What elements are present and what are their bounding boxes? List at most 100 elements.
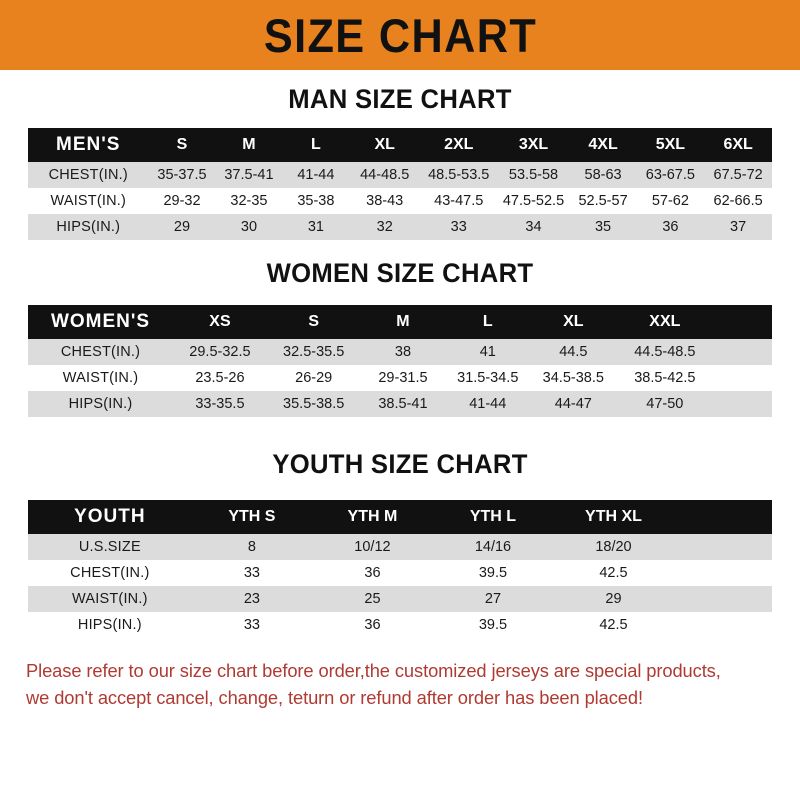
disclaimer-block: Please refer to our size chart before or… xyxy=(0,658,800,712)
youth-chest-m: 36 xyxy=(312,560,433,586)
men-col-header-xl: XL xyxy=(374,136,395,153)
women-chest-xs: 29.5-32.5 xyxy=(173,339,267,365)
youth-ussize-s: 8 xyxy=(191,534,313,560)
women-col-header-s: S xyxy=(308,313,320,330)
youth-chest-s: 33 xyxy=(191,560,313,586)
women-size-table: WOMEN'S XS S M L XL XXL CHEST(IN.) 29.5-… xyxy=(28,305,772,417)
table-row: HIPS(IN.) 29 30 31 32 33 34 35 36 37 xyxy=(28,214,772,240)
women-waist-empty xyxy=(713,365,772,391)
youth-row-label-ussize: U.S.SIZE xyxy=(28,534,192,560)
men-waist-xl: 38-43 xyxy=(349,188,421,214)
men-chest-6xl: 67.5-72 xyxy=(704,162,772,188)
women-hips-xs: 33-35.5 xyxy=(173,391,267,417)
youth-hips-m: 36 xyxy=(312,612,433,638)
women-table-header-row: WOMEN'S XS S M L XL XXL xyxy=(28,305,772,339)
page-banner: SIZE CHART xyxy=(0,0,800,70)
men-col-header-m: M xyxy=(242,136,256,153)
men-hips-4xl: 35 xyxy=(569,214,637,240)
women-row-label-chest: CHEST(IN.) xyxy=(28,339,174,365)
youth-row-label-hips: HIPS(IN.) xyxy=(28,612,192,638)
men-row-label-hips: HIPS(IN.) xyxy=(28,214,149,240)
women-section-title: WOMEN SIZE CHART xyxy=(266,258,534,288)
youth-hips-s: 33 xyxy=(191,612,313,638)
men-waist-6xl: 62-66.5 xyxy=(704,188,772,214)
men-col-header-4xl: 4XL xyxy=(588,136,618,153)
youth-header-label: YOUTH xyxy=(74,506,146,527)
men-header-label: MEN'S xyxy=(56,134,121,155)
men-chest-4xl: 58-63 xyxy=(569,162,637,188)
men-col-header-l: L xyxy=(311,136,321,153)
youth-col-header-l: YTH L xyxy=(469,508,517,525)
women-col-header-xs: XS xyxy=(209,313,231,330)
men-waist-3xl: 47.5-52.5 xyxy=(497,188,570,214)
women-col-header-xl: XL xyxy=(563,313,584,330)
men-hips-xl: 32 xyxy=(349,214,421,240)
women-hips-m: 38.5-41 xyxy=(360,391,446,417)
men-hips-l: 31 xyxy=(282,214,350,240)
youth-col-header-s: YTH S xyxy=(228,508,276,525)
women-hips-xxl: 47-50 xyxy=(616,391,714,417)
youth-hips-l: 39.5 xyxy=(432,612,554,638)
women-chest-empty xyxy=(713,339,772,365)
women-waist-l: 31.5-34.5 xyxy=(445,365,531,391)
youth-col-header-xl: YTH XL xyxy=(585,508,642,525)
men-table-header-row: MEN'S S M L XL 2XL 3XL 4XL 5XL 6XL xyxy=(28,128,772,162)
men-chest-l: 41-44 xyxy=(282,162,350,188)
women-col-header-l: L xyxy=(482,313,493,330)
men-hips-2xl: 33 xyxy=(420,214,498,240)
women-waist-xxl: 38.5-42.5 xyxy=(616,365,714,391)
youth-ussize-l: 14/16 xyxy=(432,534,554,560)
youth-waist-m: 25 xyxy=(312,586,433,612)
disclaimer-line-2: we don't accept cancel, change, teturn o… xyxy=(26,686,643,708)
women-col-header-m: M xyxy=(396,313,410,330)
youth-hips-empty xyxy=(673,612,772,638)
women-chest-s: 32.5-35.5 xyxy=(266,339,361,365)
men-col-header-s: S xyxy=(176,136,188,153)
women-chest-xxl: 44.5-48.5 xyxy=(616,339,714,365)
table-row: CHEST(IN.) 33 36 39.5 42.5 xyxy=(28,560,772,586)
women-hips-l: 41-44 xyxy=(445,391,531,417)
men-waist-5xl: 57-62 xyxy=(636,188,705,214)
youth-waist-empty xyxy=(673,586,772,612)
youth-ussize-empty xyxy=(673,534,772,560)
page-title: SIZE CHART xyxy=(263,8,537,62)
women-chest-l: 41 xyxy=(445,339,531,365)
women-size-section: WOMEN SIZE CHART WOMEN'S XS S M L XL XXL xyxy=(0,258,800,417)
men-row-label-chest: CHEST(IN.) xyxy=(28,162,149,188)
table-row: HIPS(IN.) 33 36 39.5 42.5 xyxy=(28,612,772,638)
women-header-label: WOMEN'S xyxy=(50,311,151,332)
table-row: CHEST(IN.) 29.5-32.5 32.5-35.5 38 41 44.… xyxy=(28,339,772,365)
men-chest-m: 37.5-41 xyxy=(215,162,283,188)
women-waist-m: 29-31.5 xyxy=(360,365,446,391)
men-hips-5xl: 36 xyxy=(636,214,705,240)
table-row: WAIST(IN.) 23.5-26 26-29 29-31.5 31.5-34… xyxy=(28,365,772,391)
men-hips-s: 29 xyxy=(148,214,216,240)
youth-waist-xl: 29 xyxy=(553,586,674,612)
youth-chest-l: 39.5 xyxy=(432,560,554,586)
youth-chest-xl: 42.5 xyxy=(553,560,674,586)
men-hips-6xl: 37 xyxy=(704,214,772,240)
table-row: CHEST(IN.) 35-37.5 37.5-41 41-44 44-48.5… xyxy=(28,162,772,188)
men-row-label-waist: WAIST(IN.) xyxy=(28,188,149,214)
youth-hips-xl: 42.5 xyxy=(553,612,674,638)
disclaimer-line-1: Please refer to our size chart before or… xyxy=(26,660,721,681)
women-waist-xl: 34.5-38.5 xyxy=(530,365,617,391)
table-row: HIPS(IN.) 33-35.5 35.5-38.5 38.5-41 41-4… xyxy=(28,391,772,417)
women-col-header-empty xyxy=(713,305,772,339)
table-row: WAIST(IN.) 29-32 32-35 35-38 38-43 43-47… xyxy=(28,188,772,214)
men-hips-m: 30 xyxy=(215,214,283,240)
men-chest-5xl: 63-67.5 xyxy=(636,162,705,188)
men-chest-2xl: 48.5-53.5 xyxy=(420,162,498,188)
women-hips-xl: 44-47 xyxy=(530,391,617,417)
women-chest-xl: 44.5 xyxy=(530,339,617,365)
men-col-header-5xl: 5XL xyxy=(655,136,686,153)
men-chest-xl: 44-48.5 xyxy=(349,162,421,188)
men-chest-s: 35-37.5 xyxy=(148,162,216,188)
women-waist-s: 26-29 xyxy=(266,365,361,391)
women-row-label-hips: HIPS(IN.) xyxy=(28,391,174,417)
youth-col-header-m: YTH M xyxy=(347,508,398,525)
men-waist-2xl: 43-47.5 xyxy=(420,188,498,214)
table-row: WAIST(IN.) 23 25 27 29 xyxy=(28,586,772,612)
men-col-header-2xl: 2XL xyxy=(444,136,474,153)
